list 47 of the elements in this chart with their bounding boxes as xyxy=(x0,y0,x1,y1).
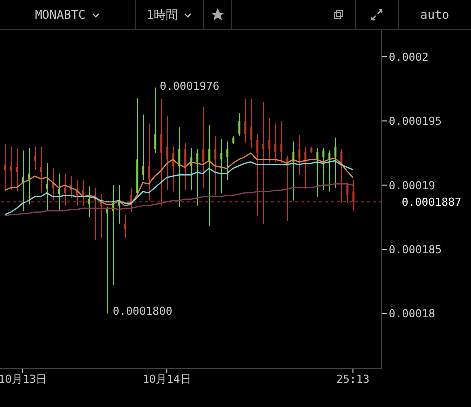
candlestick xyxy=(274,123,277,163)
candlestick xyxy=(88,186,91,218)
candlestick xyxy=(46,163,49,212)
candlestick xyxy=(226,141,229,181)
candlestick xyxy=(28,148,30,206)
candlestick xyxy=(58,173,61,212)
candlestick xyxy=(298,134,301,176)
annotation: 0.0001800 xyxy=(113,305,173,318)
y-tick-label: 0.0002 xyxy=(389,50,429,64)
candlestick xyxy=(334,137,337,188)
candlestick xyxy=(214,136,217,196)
candlestick xyxy=(124,214,127,239)
line-series xyxy=(4,183,354,217)
x-tick-label: 10月14日 xyxy=(142,372,192,386)
candlestick xyxy=(244,98,247,144)
candlestick xyxy=(322,148,325,192)
candlestick xyxy=(304,146,307,190)
y-tick-label: 0.000195 xyxy=(389,115,442,128)
ref-line-label: 0.0001887 xyxy=(402,196,462,209)
candlestick xyxy=(178,127,181,208)
candlestick xyxy=(142,114,145,181)
y-tick-label: 0.00019 xyxy=(389,179,436,192)
candlestick xyxy=(196,148,199,206)
candlestick xyxy=(40,146,42,194)
candlestick xyxy=(10,146,12,192)
candlestick xyxy=(34,146,36,170)
candlestick xyxy=(148,123,151,202)
x-tick-label: 10月13日 xyxy=(0,372,48,386)
candlestick xyxy=(166,116,169,192)
annotation: 0.0001976 xyxy=(160,80,220,93)
candlestick xyxy=(16,148,18,192)
candlestick xyxy=(220,138,223,194)
candlestick xyxy=(4,144,6,192)
candlestick xyxy=(280,120,283,164)
candlestick xyxy=(250,98,253,149)
candlestick xyxy=(316,148,319,198)
candlestick xyxy=(268,118,271,164)
y-tick-label: 0.00018 xyxy=(389,308,436,321)
candlestick xyxy=(238,112,241,138)
candlestick xyxy=(184,142,187,192)
y-tick-label: 0.000185 xyxy=(389,243,442,256)
chart-title: MONABTC xyxy=(0,0,136,30)
candlestick xyxy=(154,87,157,154)
chart-subtitle: 1時間 xyxy=(136,0,204,30)
text: auto xyxy=(420,8,450,22)
candlestick xyxy=(202,106,205,188)
x-tick-label: 25:13 xyxy=(336,372,370,386)
